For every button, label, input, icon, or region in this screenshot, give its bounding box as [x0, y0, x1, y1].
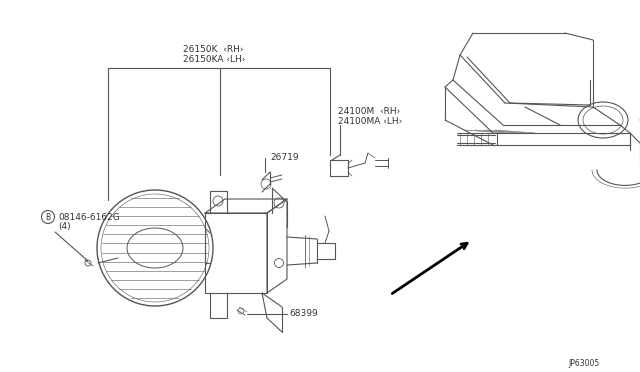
Text: B: B: [45, 212, 51, 221]
Text: 26719: 26719: [270, 153, 299, 161]
Text: (4): (4): [58, 221, 70, 231]
Text: 26150KA ‹LH›: 26150KA ‹LH›: [183, 55, 245, 64]
Text: 08146-6162G: 08146-6162G: [58, 212, 120, 221]
Text: JP63005: JP63005: [568, 359, 599, 369]
Text: 24100M  ‹RH›: 24100M ‹RH›: [338, 108, 400, 116]
Text: 68399: 68399: [289, 310, 317, 318]
Text: 26150K  ‹RH›: 26150K ‹RH›: [183, 45, 243, 55]
Text: 24100MA ‹LH›: 24100MA ‹LH›: [338, 116, 403, 125]
